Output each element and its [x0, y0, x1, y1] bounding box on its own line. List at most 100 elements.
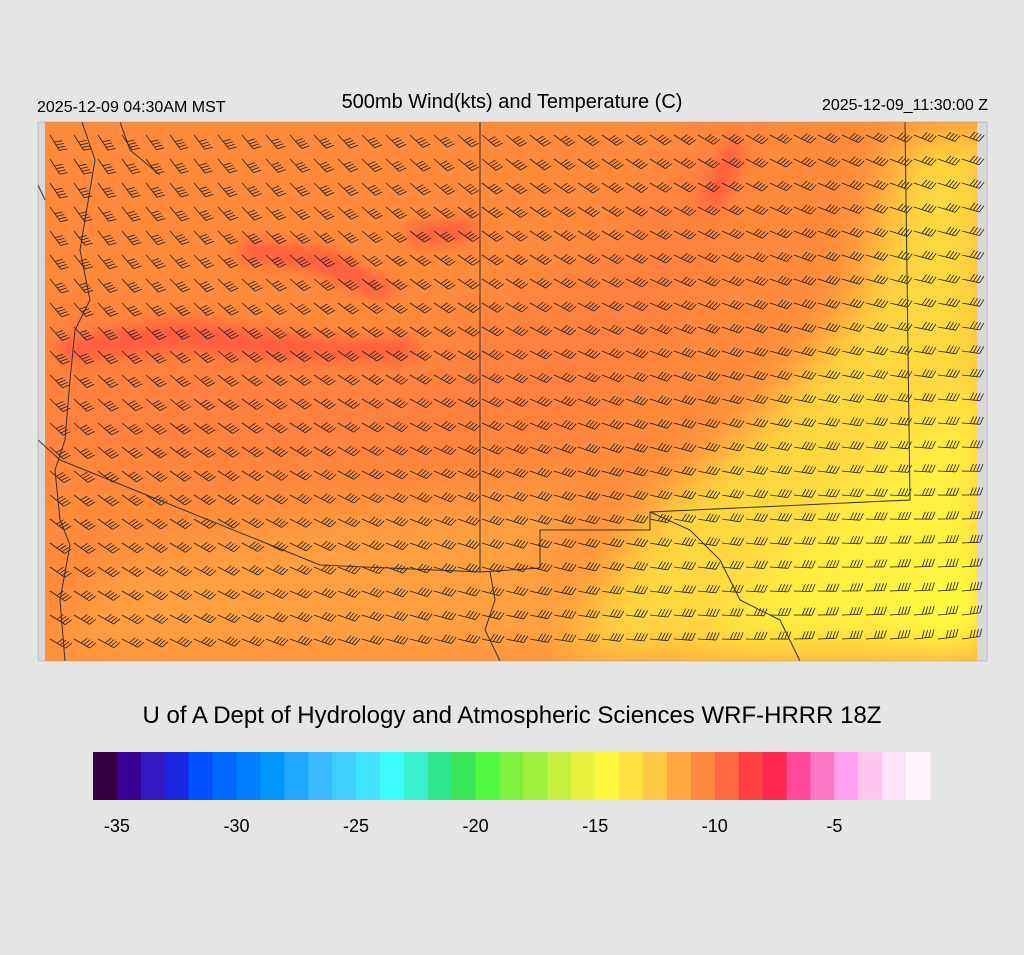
wind-barb — [409, 445, 433, 456]
wind-barb — [265, 302, 287, 315]
wind-barb — [505, 396, 529, 407]
wind-barb — [697, 371, 721, 381]
wind-barb — [241, 254, 263, 268]
wind-barb — [649, 418, 673, 429]
wind-barb — [673, 371, 697, 382]
wind-barb — [145, 254, 166, 269]
wind-barb — [625, 277, 649, 288]
wind-barb — [409, 134, 431, 148]
wind-barb — [841, 440, 865, 450]
wind-barb — [313, 230, 335, 244]
wind-barb — [481, 302, 504, 313]
wind-barb — [121, 158, 141, 174]
wind-barb — [217, 350, 239, 363]
wind-barb — [913, 535, 936, 544]
wind-barb — [457, 397, 481, 408]
wind-barb — [265, 517, 289, 528]
wind-barb — [145, 518, 168, 530]
wind-barb — [361, 374, 384, 385]
wind-barb — [553, 562, 577, 572]
wind-barb — [865, 440, 889, 450]
wind-barb — [385, 421, 409, 432]
wind-barb — [673, 466, 697, 476]
wind-barb — [457, 468, 481, 479]
wind-barb — [577, 134, 600, 147]
wind-barb — [865, 417, 889, 426]
wind-barb — [841, 156, 865, 167]
wind-barb — [145, 422, 168, 435]
wind-barb — [625, 371, 649, 382]
wind-barb — [601, 514, 625, 524]
wind-barb — [793, 393, 817, 404]
wind-barb — [289, 612, 313, 623]
colorbar-tick-label: -10 — [702, 816, 728, 836]
wind-barb — [889, 606, 911, 616]
wind-barb — [457, 444, 481, 455]
colorbar-swatch — [332, 752, 357, 800]
wind-barb — [361, 587, 385, 598]
wind-barb — [481, 586, 505, 597]
wind-barb — [265, 564, 289, 576]
wind-barb — [841, 369, 865, 380]
wind-barb — [457, 420, 481, 432]
wind-barb — [721, 584, 744, 593]
wind-barb — [793, 488, 817, 498]
wind-barb — [961, 510, 984, 520]
wind-barb — [673, 323, 697, 334]
wind-barb — [121, 446, 144, 459]
wind-barb — [721, 181, 745, 192]
colorbar-swatch — [499, 752, 524, 800]
edge — [38, 122, 45, 661]
wind-barb — [241, 446, 264, 458]
wind-barb — [481, 444, 505, 455]
wind-barb — [505, 467, 529, 478]
wind-barb — [769, 180, 793, 192]
wind-barb — [889, 559, 912, 568]
wind-barb — [289, 635, 313, 646]
wind-barb — [937, 345, 961, 355]
colorbar-swatch — [379, 752, 405, 800]
wind-barb — [313, 540, 337, 551]
wind-barb — [73, 566, 96, 578]
wind-barb — [745, 489, 769, 499]
wind-barb — [529, 586, 553, 596]
wind-barb — [313, 588, 337, 599]
wind-barb — [817, 559, 840, 569]
local-time: 2025-12-09 04:30AM MST — [37, 99, 226, 116]
wind-barb — [169, 182, 190, 198]
wind-barb — [217, 612, 241, 623]
wind-barb — [361, 635, 385, 645]
wind-barb — [481, 539, 505, 549]
wind-barb — [697, 489, 721, 499]
wind-barb — [385, 397, 409, 409]
wind-barb — [673, 205, 697, 216]
wind-barb — [553, 253, 577, 265]
colorbar-swatch — [714, 752, 740, 800]
wind-barb — [337, 230, 359, 244]
wind-barb — [577, 419, 601, 430]
wind-barb — [817, 227, 841, 238]
wind-barb — [673, 513, 697, 523]
wind-barb — [409, 182, 431, 196]
wind-barb — [457, 134, 479, 148]
wind-barb — [961, 392, 984, 402]
wind-barb — [553, 633, 577, 643]
wind-barb — [769, 157, 793, 168]
wind-barb — [121, 182, 141, 198]
wind-barb — [673, 300, 697, 311]
wind-barb — [97, 422, 119, 436]
wind-barb — [289, 493, 313, 504]
wind-barb — [505, 254, 528, 266]
wind-barb — [241, 374, 264, 387]
wind-barb — [913, 392, 936, 402]
wind-barb — [505, 515, 529, 525]
wind-barb — [433, 586, 457, 597]
wind-barb — [241, 565, 265, 576]
wind-barb — [673, 134, 696, 145]
wind-barb — [793, 299, 817, 309]
wind-barb — [673, 489, 697, 500]
wind-barb — [265, 398, 288, 410]
wind-barb — [673, 537, 697, 547]
wind-barb — [313, 302, 336, 315]
wind-barb — [49, 590, 72, 602]
